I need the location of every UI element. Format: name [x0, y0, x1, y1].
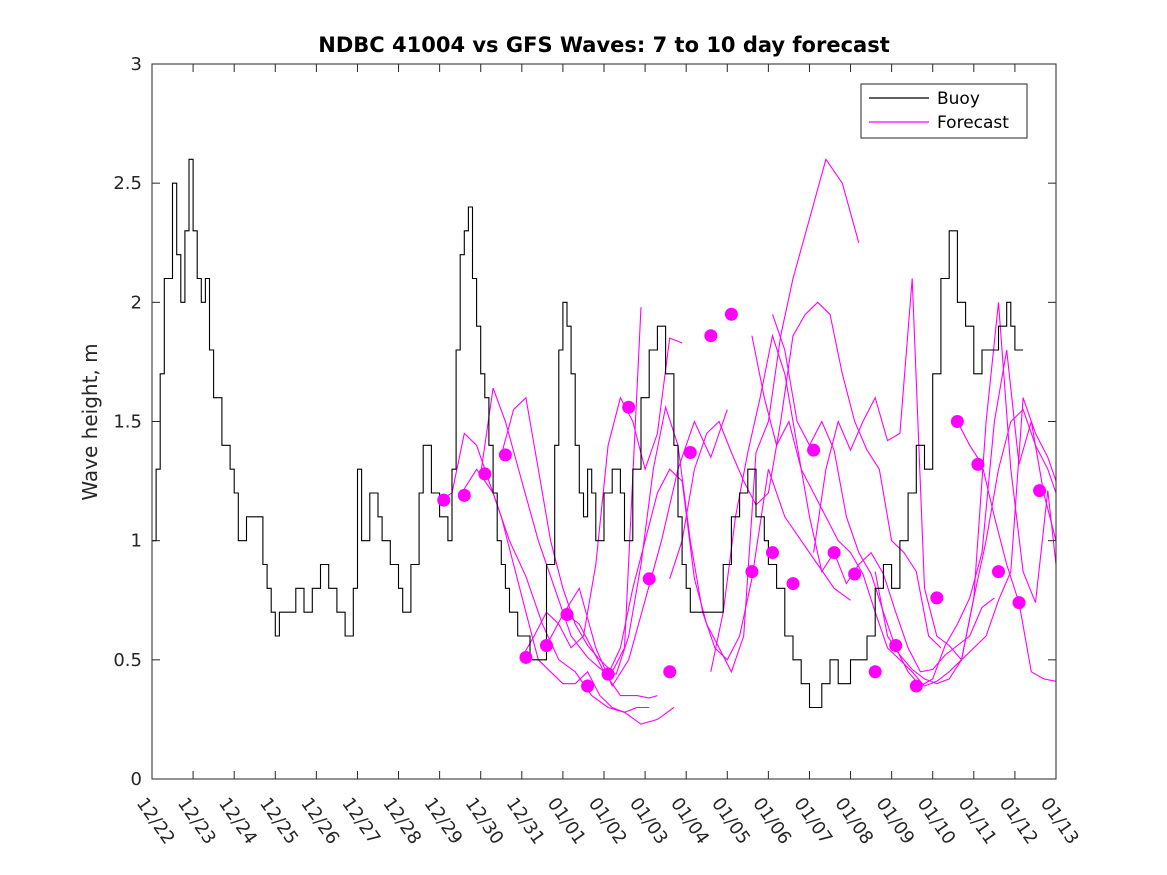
forecast-marker-21	[868, 665, 882, 679]
forecast-line-5	[546, 409, 728, 688]
forecast-line-0	[439, 432, 650, 713]
forecast-marker-0	[437, 493, 451, 507]
forecast-marker-17	[786, 577, 800, 591]
forecast-line-1	[459, 468, 675, 725]
buoy-line	[152, 158, 1024, 709]
forecast-line-4	[521, 337, 683, 658]
forecast-line-2	[480, 387, 658, 699]
forecast-line-12	[813, 278, 1057, 662]
forecast-marker-13	[704, 329, 718, 343]
legend-forecast-label: Forecast	[937, 113, 1009, 133]
plot-background	[152, 64, 1056, 779]
forecast-line-8	[669, 301, 942, 649]
forecast-marker-19	[827, 546, 841, 560]
forecast-marker-25	[950, 415, 964, 428]
forecast-marker-18	[807, 443, 821, 457]
forecast-line-11	[771, 314, 1057, 687]
forecast-marker-27	[991, 565, 1005, 579]
plot-area	[152, 64, 1056, 779]
legend: Buoy Forecast	[860, 83, 1028, 139]
legend-box	[860, 83, 1028, 139]
forecast-marker-11	[663, 665, 677, 679]
y-axis-label: Wave height, m	[78, 343, 102, 500]
forecast-line-10	[751, 335, 1057, 687]
forecast-marker-28	[1012, 596, 1026, 610]
legend-buoy-label: Buoy	[937, 89, 980, 109]
forecast-marker-16	[765, 546, 779, 560]
forecast-marker-22	[889, 639, 903, 653]
y-tick-label-5: 2.5	[113, 173, 142, 194]
forecast-marker-5	[539, 639, 553, 653]
forecast-marker-9	[622, 400, 636, 414]
y-tick-label-2: 1	[131, 531, 142, 552]
y-tick-label-3: 1.5	[113, 412, 142, 433]
chart-title: NDBC 41004 vs GFS Waves: 7 to 10 day for…	[318, 33, 889, 57]
series-layer	[152, 158, 1057, 725]
forecast-marker-4	[519, 650, 533, 664]
y-tick-label-1: 0.5	[113, 650, 142, 671]
forecast-marker-6	[560, 608, 574, 622]
forecast-line-7	[607, 158, 860, 675]
forecast-marker-7	[581, 679, 595, 693]
forecast-marker-1	[457, 488, 471, 502]
forecast-marker-3	[498, 448, 512, 462]
forecast-marker-12	[683, 445, 697, 459]
forecast-marker-10	[642, 572, 656, 586]
y-tick-label-0: 0	[131, 769, 142, 790]
y-tick-label-4: 2	[131, 292, 142, 313]
forecast-marker-15	[745, 565, 759, 579]
forecast-line-13	[874, 397, 1057, 685]
forecast-marker-24	[930, 591, 944, 605]
forecast-marker-8	[601, 667, 615, 681]
forecast-marker-14	[724, 307, 738, 321]
forecast-marker-26	[971, 457, 985, 471]
forecast-line-3	[500, 307, 642, 673]
forecast-marker-extra	[1033, 484, 1047, 498]
forecast-line-14	[956, 421, 1057, 682]
forecast-marker-23	[909, 679, 923, 693]
forecast-marker-2	[478, 467, 492, 481]
y-tick-label-6: 3	[131, 54, 142, 75]
forecast-marker-20	[848, 567, 862, 581]
